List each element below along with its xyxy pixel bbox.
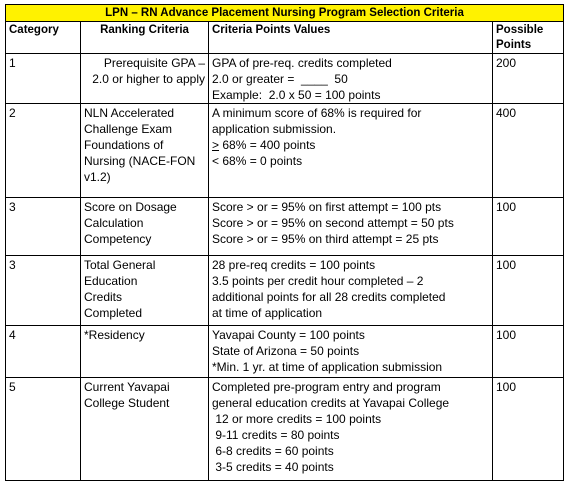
- ranking-line: *Residency: [84, 328, 145, 342]
- row-category: 3: [5, 197, 81, 256]
- row-criteria: Yavapai County = 100 points State of Ari…: [208, 325, 493, 378]
- row-category: 3: [5, 255, 81, 326]
- ranking-line: College Student: [84, 396, 170, 410]
- ge-text: 68% = 400 points: [219, 138, 316, 152]
- criteria-line: Example: 2.0 x 50 = 100 points: [212, 88, 381, 102]
- row-points: 100: [492, 255, 564, 326]
- criteria-line: Yavapai County = 100 points: [212, 328, 365, 342]
- criteria-line: A minimum score of 68% is required for: [212, 106, 422, 120]
- criteria-line: Completed pre-program entry and program: [212, 380, 441, 394]
- row-ranking: NLN Accelerated Challenge Exam Foundatio…: [80, 103, 209, 198]
- table-row: 3 Score on Dosage Calculation Competency…: [5, 197, 564, 256]
- row-criteria: 28 pre-req credits = 100 points 3.5 poin…: [208, 255, 493, 326]
- row-points: 100: [492, 377, 564, 481]
- criteria-line: 3.5 points per credit hour completed – 2: [212, 274, 424, 288]
- table-row: 2 NLN Accelerated Challenge Exam Foundat…: [5, 103, 564, 198]
- criteria-line: *Min. 1 yr. at time of application submi…: [212, 360, 443, 374]
- ranking-line: v1.2): [84, 170, 111, 184]
- row-points: 200: [492, 53, 564, 104]
- ranking-line: Foundations of: [84, 138, 164, 152]
- table-row: 5 Current Yavapai College Student Comple…: [5, 377, 564, 481]
- criteria-line: 12 or more credits = 100 points: [212, 412, 382, 426]
- row-criteria: A minimum score of 68% is required for a…: [208, 103, 493, 198]
- table-row: 1 Prerequisite GPA – 2.0 or higher to ap…: [5, 53, 564, 104]
- row-category: 4: [5, 325, 81, 378]
- row-criteria: Completed pre-program entry and program …: [208, 377, 493, 481]
- criteria-line: application submission.: [212, 122, 337, 136]
- row-category: 5: [5, 377, 81, 481]
- row-points: 100: [492, 325, 564, 378]
- criteria-line: 9-11 credits = 80 points: [212, 428, 340, 442]
- criteria-line: 3-5 credits = 40 points: [212, 460, 334, 474]
- ranking-line: Calculation: [84, 216, 144, 230]
- criteria-line: Score > or = 95% on third attempt = 25 p…: [212, 232, 439, 246]
- ranking-line: Total General: [84, 258, 156, 272]
- table-row: 4 *Residency Yavapai County = 100 points…: [5, 325, 564, 378]
- header-ranking-criteria: Ranking Criteria: [80, 21, 209, 54]
- row-category: 1: [5, 53, 81, 104]
- row-criteria: GPA of pre-req. credits completed 2.0 or…: [208, 53, 493, 104]
- table-title: LPN – RN Advance Placement Nursing Progr…: [5, 4, 564, 22]
- row-ranking: Total General Education Credits Complete…: [80, 255, 209, 326]
- header-possible-points: Possible Points: [492, 21, 564, 54]
- criteria-line: 28 pre-req credits = 100 points: [212, 258, 376, 272]
- selection-criteria-table: LPN – RN Advance Placement Nursing Progr…: [5, 4, 564, 481]
- table-header-row: Category Ranking Criteria Criteria Point…: [5, 21, 564, 54]
- ranking-line: Education: [84, 274, 138, 288]
- table-row: 3 Total General Education Credits Comple…: [5, 255, 564, 326]
- row-ranking: Current Yavapai College Student: [80, 377, 209, 481]
- table-title-row: LPN – RN Advance Placement Nursing Progr…: [5, 4, 564, 22]
- ge-symbol: >: [212, 138, 220, 152]
- criteria-line: general education credits at Yavapai Col…: [212, 396, 450, 410]
- ranking-line: Completed: [84, 306, 143, 320]
- header-criteria-points: Criteria Points Values: [208, 21, 493, 54]
- ranking-line: Challenge Exam: [84, 122, 173, 136]
- criteria-line: 6-8 credits = 60 points: [212, 444, 334, 458]
- row-points: 400: [492, 103, 564, 198]
- criteria-line: at time of application: [212, 306, 323, 320]
- ranking-line: Nursing (NACE-FON: [84, 154, 196, 168]
- header-possible-line1: Possible: [496, 24, 544, 36]
- criteria-line: GPA of pre-req. credits completed: [212, 56, 392, 70]
- header-category: Category: [5, 21, 81, 54]
- row-ranking: Score on Dosage Calculation Competency: [80, 197, 209, 256]
- row-points: 100: [492, 197, 564, 256]
- criteria-line: Score > or = 95% on first attempt = 100 …: [212, 200, 442, 214]
- criteria-line: < 68% = 0 points: [212, 154, 303, 168]
- ranking-line: Current Yavapai: [84, 380, 170, 394]
- criteria-line: 2.0 or greater = ____ 50: [212, 72, 348, 86]
- ranking-line: NLN Accelerated: [84, 106, 175, 120]
- criteria-line-ge: > 68% = 400 points: [212, 137, 489, 153]
- ranking-line: Credits: [84, 290, 123, 304]
- ranking-line: Prerequisite GPA –: [103, 56, 205, 70]
- criteria-line: State of Arizona = 50 points: [212, 344, 360, 358]
- row-criteria: Score > or = 95% on first attempt = 100 …: [208, 197, 493, 256]
- criteria-line: additional points for all 28 credits com…: [212, 290, 446, 304]
- row-category: 2: [5, 103, 81, 198]
- header-possible-line2: Points: [496, 39, 532, 51]
- ranking-line: 2.0 or higher to apply: [92, 72, 205, 86]
- row-ranking: *Residency: [80, 325, 209, 378]
- ranking-line: Score on Dosage: [84, 200, 177, 214]
- ranking-line: Competency: [84, 232, 152, 246]
- criteria-line: Score > or = 95% on second attempt = 50 …: [212, 216, 454, 230]
- row-ranking: Prerequisite GPA – 2.0 or higher to appl…: [80, 53, 209, 104]
